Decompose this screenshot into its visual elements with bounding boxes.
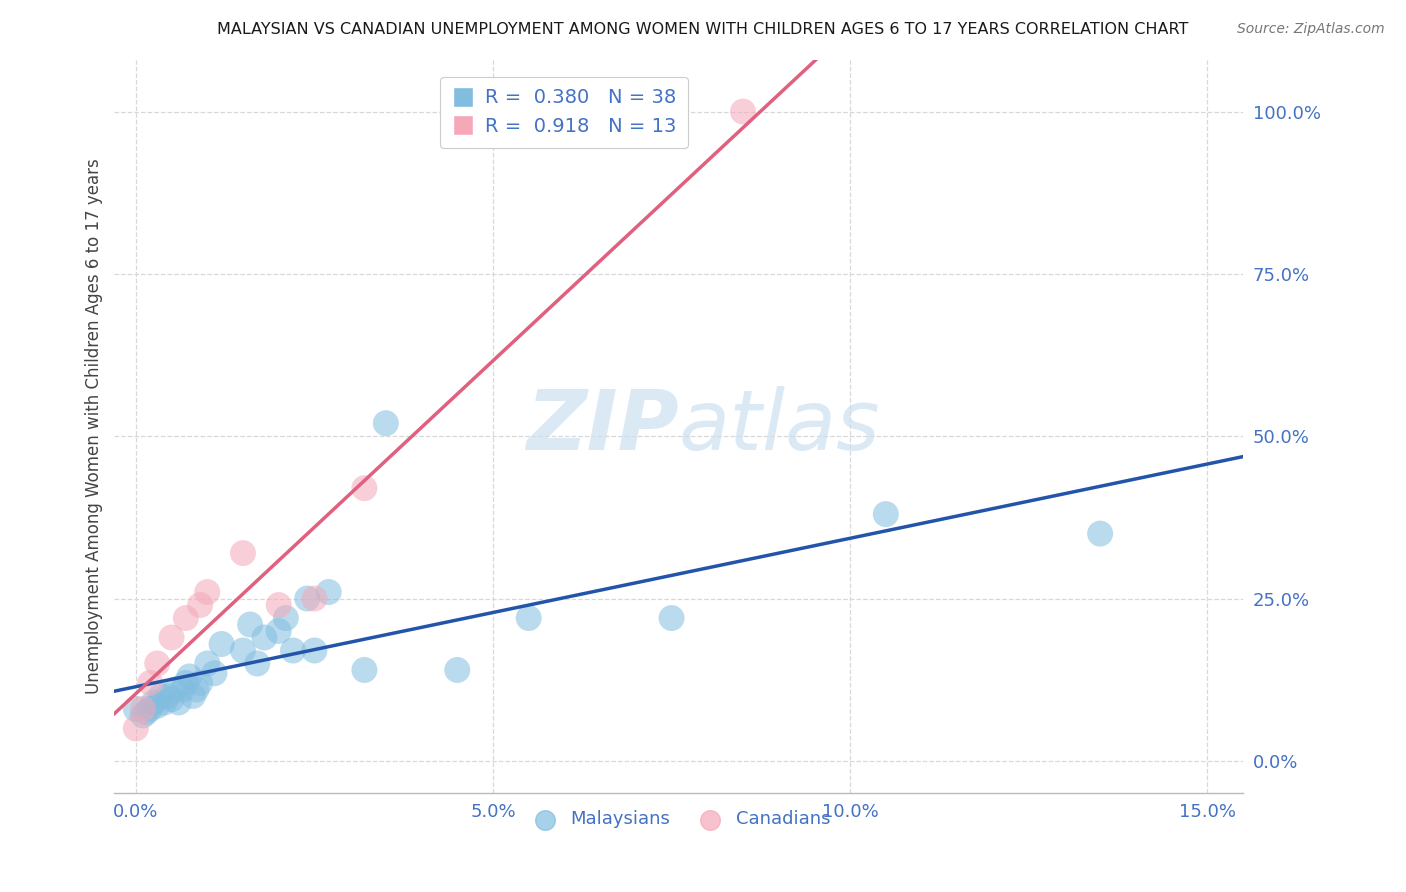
Point xyxy=(232,643,254,657)
Point xyxy=(353,481,375,495)
Point xyxy=(139,702,162,716)
Point xyxy=(135,705,157,719)
Point xyxy=(172,682,194,697)
Point xyxy=(188,676,211,690)
Point xyxy=(167,695,190,709)
Point xyxy=(181,689,204,703)
Point xyxy=(174,676,197,690)
Point xyxy=(1088,526,1111,541)
Point xyxy=(517,611,540,625)
Point xyxy=(661,611,683,625)
Point xyxy=(153,695,176,709)
Point xyxy=(125,702,148,716)
Point xyxy=(281,643,304,657)
Point xyxy=(132,702,155,716)
Point xyxy=(149,689,172,703)
Point xyxy=(232,546,254,560)
Point xyxy=(267,624,290,638)
Point xyxy=(297,591,319,606)
Point xyxy=(253,631,276,645)
Point xyxy=(353,663,375,677)
Point xyxy=(146,657,169,671)
Point xyxy=(186,682,208,697)
Point xyxy=(246,657,269,671)
Point xyxy=(165,682,187,697)
Point xyxy=(731,104,754,119)
Point xyxy=(211,637,233,651)
Point xyxy=(374,416,396,430)
Point xyxy=(267,598,290,612)
Point xyxy=(160,631,183,645)
Point xyxy=(146,698,169,713)
Point xyxy=(304,643,326,657)
Text: Source: ZipAtlas.com: Source: ZipAtlas.com xyxy=(1237,22,1385,37)
Point xyxy=(160,692,183,706)
Point xyxy=(156,689,179,703)
Point xyxy=(304,591,326,606)
Text: MALAYSIAN VS CANADIAN UNEMPLOYMENT AMONG WOMEN WITH CHILDREN AGES 6 TO 17 YEARS : MALAYSIAN VS CANADIAN UNEMPLOYMENT AMONG… xyxy=(218,22,1188,37)
Point xyxy=(875,507,897,521)
Point xyxy=(318,585,340,599)
Point xyxy=(446,663,468,677)
Point xyxy=(239,617,262,632)
Point xyxy=(195,657,218,671)
Legend: Malaysians, Canadians: Malaysians, Canadians xyxy=(520,803,837,836)
Point xyxy=(195,585,218,599)
Point xyxy=(132,708,155,723)
Point xyxy=(202,666,225,681)
Point xyxy=(274,611,297,625)
Y-axis label: Unemployment Among Women with Children Ages 6 to 17 years: Unemployment Among Women with Children A… xyxy=(86,159,103,694)
Point xyxy=(125,722,148,736)
Point xyxy=(142,695,165,709)
Point xyxy=(174,611,197,625)
Text: atlas: atlas xyxy=(679,386,880,467)
Point xyxy=(179,669,201,683)
Point xyxy=(139,676,162,690)
Text: ZIP: ZIP xyxy=(526,386,679,467)
Point xyxy=(188,598,211,612)
